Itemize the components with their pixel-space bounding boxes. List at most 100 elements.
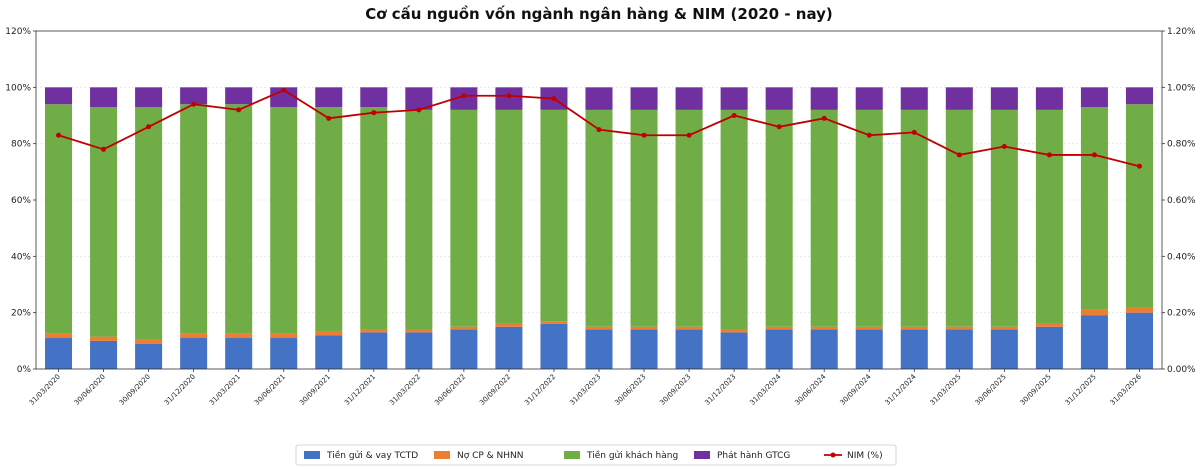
nim-point [821, 115, 827, 121]
bar-segment [810, 329, 838, 369]
y-right-tick-label: 0.40% [1167, 252, 1196, 262]
bar-segment [315, 107, 343, 331]
nim-point [461, 93, 467, 99]
bar-segment [495, 323, 523, 327]
nim-point [686, 132, 692, 138]
nim-point [641, 132, 647, 138]
x-tick-label: 31/03/2021 [208, 373, 242, 407]
x-tick-label: 31/03/2023 [568, 373, 602, 407]
nim-point [731, 113, 737, 118]
bar-segment [1035, 323, 1063, 327]
bar-segment [450, 326, 478, 330]
x-tick-label: 31/03/2020 [28, 373, 62, 407]
x-tick-label: 31/12/2020 [163, 373, 197, 407]
bar-segment [495, 326, 523, 369]
bar-segment [765, 109, 793, 327]
bar-segment [180, 87, 208, 105]
bar-segment [675, 109, 703, 327]
x-tick-label: 30/06/2025 [974, 373, 1008, 407]
nim-point [101, 146, 107, 152]
bar-segment [405, 332, 433, 369]
bar-segment [225, 87, 253, 105]
nim-point [1046, 152, 1052, 158]
bar-segment [990, 329, 1018, 369]
bar-segment [765, 329, 793, 369]
bar-segment [45, 338, 73, 369]
bar-segment [1035, 109, 1063, 324]
legend-swatch [434, 451, 450, 459]
bar-segment [1125, 312, 1153, 369]
x-tick-label: 31/12/2021 [343, 373, 377, 407]
bar-segment [315, 330, 343, 336]
bar-segment [495, 109, 523, 324]
chart-title: Cơ cấu nguồn vốn ngành ngân hàng & NIM (… [365, 4, 833, 23]
bar-segment [1080, 107, 1108, 310]
bar-segment [90, 336, 118, 341]
bar-segment [900, 326, 928, 330]
bar-segment [45, 333, 73, 339]
x-tick-label: 30/09/2020 [118, 373, 152, 407]
nim-point [506, 93, 512, 99]
bar-segment [180, 333, 208, 339]
bar-segment [135, 339, 163, 344]
nim-point [866, 132, 872, 138]
bar-segment [360, 332, 388, 369]
bar-segment [315, 87, 343, 108]
nim-point [191, 101, 197, 107]
nim-point [1001, 143, 1007, 149]
bar-segment [810, 87, 838, 110]
bar-segment [180, 338, 208, 369]
bar-segment [1125, 87, 1153, 105]
legend-line-marker [830, 452, 836, 458]
bar-segment [135, 343, 163, 369]
bar-segment [405, 329, 433, 333]
bar-segment [225, 338, 253, 369]
x-tick-label: 31/12/2025 [1064, 373, 1098, 407]
bar-segment [810, 326, 838, 330]
bar-segment [360, 329, 388, 333]
bar-segment [585, 326, 613, 330]
legend-swatch [694, 451, 710, 459]
bar-segment [90, 87, 118, 108]
bar-segment [270, 338, 298, 369]
bar-segment [630, 87, 658, 110]
x-tick-label: 30/06/2022 [433, 373, 467, 407]
bar-segment [135, 107, 163, 340]
nim-point [56, 132, 62, 138]
bar-segment [90, 107, 118, 337]
bar-segment [630, 329, 658, 369]
x-tick-label: 30/06/2024 [793, 372, 828, 407]
nim-point [236, 107, 242, 113]
bar-segment [900, 109, 928, 327]
bar-segment [1125, 104, 1153, 308]
y-right-tick-label: 1.00% [1167, 83, 1196, 93]
legend-frame [295, 444, 897, 466]
bar-segment [225, 333, 253, 339]
bar-segment [450, 329, 478, 369]
bar-segment [180, 104, 208, 334]
y-left-tick-label: 120% [5, 27, 31, 37]
x-tick-label: 30/06/2021 [253, 373, 287, 407]
bar-segment [45, 87, 73, 105]
bar-segment [990, 326, 1018, 330]
x-tick-label: 31/12/2024 [883, 372, 918, 407]
y-right-tick-label: 1.20% [1167, 27, 1196, 37]
bar-segment [540, 321, 568, 324]
x-tick-label: 31/03/2026 [1109, 372, 1144, 407]
bar-segment [315, 335, 343, 369]
x-tick-label: 31/12/2022 [523, 373, 557, 407]
bar-segment [720, 332, 748, 369]
bar-segment [270, 333, 298, 339]
x-tick-label: 31/03/2025 [929, 373, 963, 407]
bar-segment [855, 329, 883, 369]
bar-segment [1125, 307, 1153, 313]
y-left-tick-label: 60% [11, 196, 31, 206]
bar-segment [585, 87, 613, 110]
bar-layer [45, 87, 1153, 369]
bar-segment [495, 87, 523, 110]
bar-segment [450, 109, 478, 327]
y-right-tick-label: 0.00% [1167, 365, 1196, 375]
bar-segment [540, 323, 568, 369]
legend-label: Tiền gửi khách hàng [586, 450, 678, 461]
